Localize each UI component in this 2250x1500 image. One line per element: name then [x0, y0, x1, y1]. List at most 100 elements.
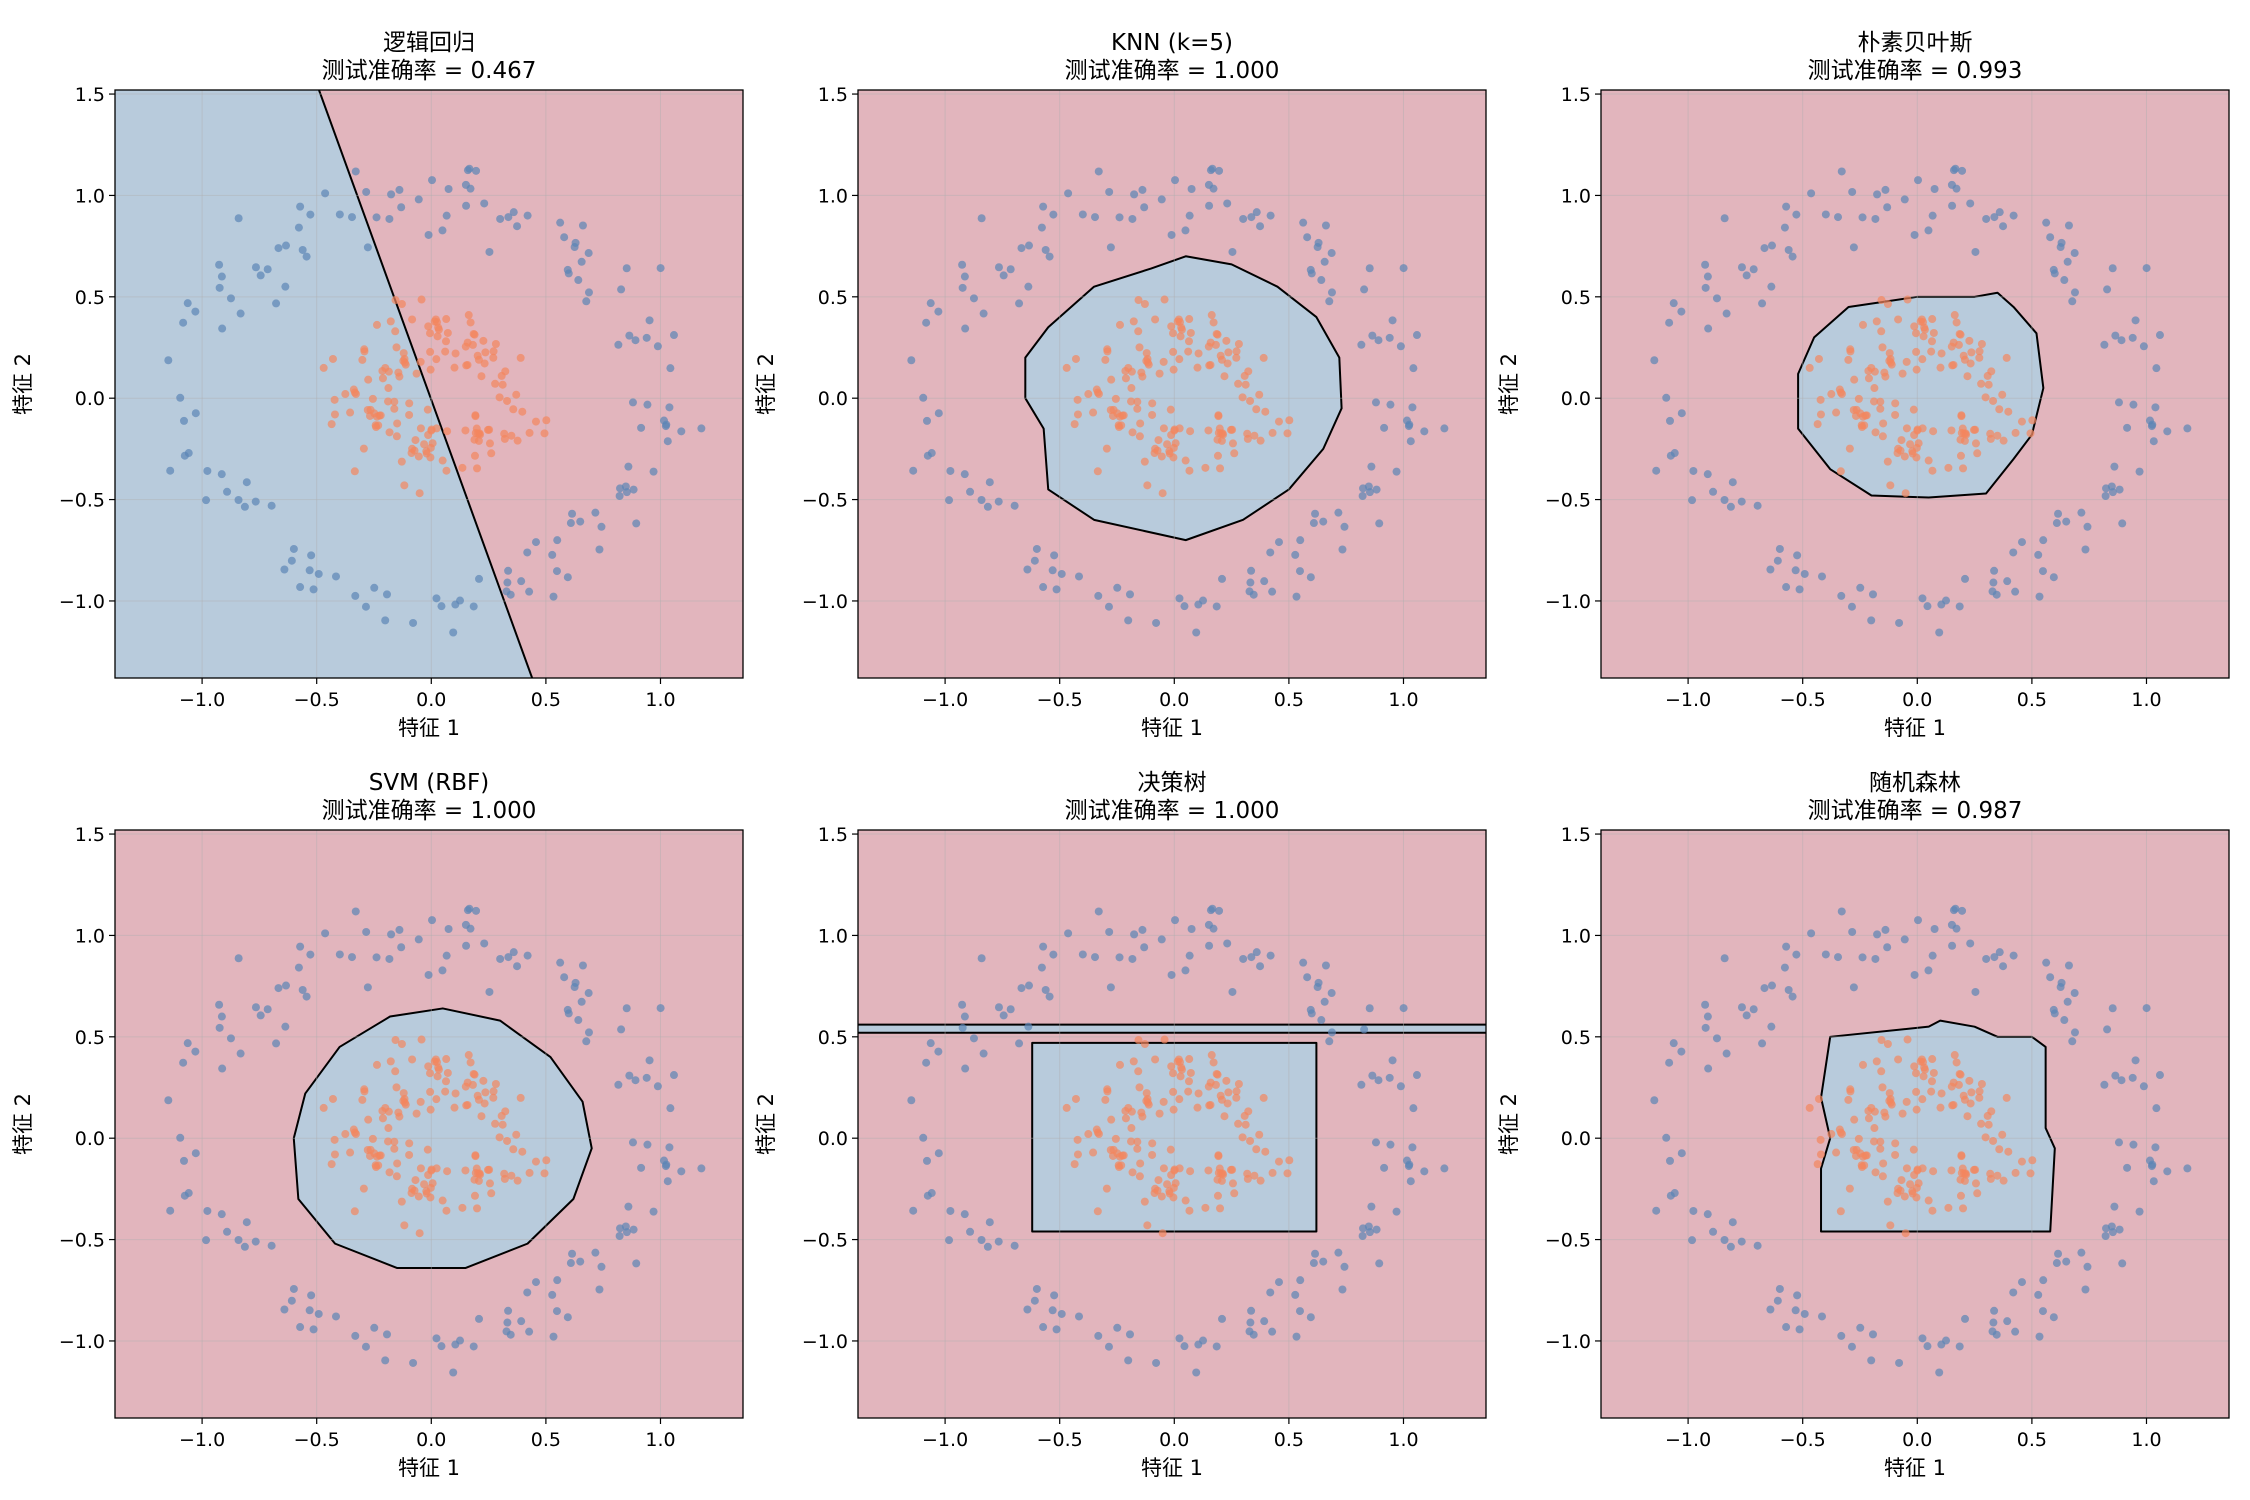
point-inner [1966, 1099, 1975, 1108]
point-outer [2054, 509, 2063, 518]
point-outer [1821, 210, 1830, 219]
point-outer [624, 462, 633, 471]
point-outer [584, 249, 593, 258]
y-tick-label: 1.5 [1561, 84, 1591, 106]
point-inner [1986, 1169, 1995, 1178]
point-outer [1868, 1330, 1877, 1339]
point-inner [540, 429, 549, 438]
point-inner [358, 1095, 367, 1104]
point-outer [1918, 594, 1927, 603]
point-inner [1283, 1169, 1292, 1178]
point-outer [2035, 592, 2044, 601]
point-inner [1958, 424, 1967, 433]
point-outer [1327, 1028, 1336, 1037]
point-outer [485, 247, 494, 256]
point-inner [1252, 1145, 1261, 1154]
point-inner [542, 416, 551, 425]
point-outer [1665, 318, 1674, 327]
point-outer [217, 1012, 226, 1021]
point-outer [242, 478, 251, 487]
point-outer [1359, 1224, 1368, 1233]
point-inner [1973, 1189, 1982, 1198]
point-outer [1951, 164, 1960, 173]
point-outer [1252, 208, 1261, 217]
point-outer [1212, 602, 1221, 611]
point-outer [503, 578, 512, 587]
point-inner [489, 347, 498, 356]
point-inner [1928, 315, 1937, 324]
point-inner [1165, 1189, 1174, 1198]
point-inner [1246, 1136, 1255, 1145]
point-inner [1181, 456, 1190, 465]
point-inner [1255, 1130, 1264, 1139]
point-inner [1999, 1176, 2008, 1185]
point-outer [922, 1058, 931, 1067]
point-inner [525, 428, 534, 437]
point-outer [1247, 213, 1256, 222]
point-inner [1913, 1165, 1922, 1174]
point-inner [1977, 379, 1986, 388]
point-inner [1969, 1165, 1978, 1174]
point-outer [934, 1149, 943, 1158]
point-outer [2034, 1290, 2043, 1299]
point-outer [1942, 596, 1951, 605]
point-inner [1133, 404, 1142, 413]
point-inner [1111, 394, 1120, 403]
point-outer [1849, 983, 1858, 992]
point-outer [2108, 488, 2117, 497]
point-outer [281, 282, 290, 291]
point-outer [1152, 1358, 1161, 1367]
point-outer [256, 271, 265, 280]
point-inner [1927, 1087, 1936, 1096]
point-inner [426, 1069, 435, 1078]
point-inner [450, 363, 459, 372]
point-outer [570, 243, 579, 252]
point-inner [1115, 412, 1124, 421]
y-tick-label: 0.5 [75, 1027, 105, 1049]
point-outer [496, 954, 505, 963]
point-outer [1883, 943, 1892, 952]
point-inner [1169, 1105, 1178, 1114]
point-inner [1142, 349, 1151, 358]
point-outer [1292, 1332, 1301, 1341]
point-inner [422, 449, 431, 458]
point-outer [591, 1248, 600, 1257]
point-outer [480, 939, 489, 948]
y-tick-label: 0.0 [818, 388, 848, 410]
point-outer [1105, 927, 1114, 936]
point-outer [321, 189, 330, 198]
point-outer [1989, 578, 1998, 587]
point-outer [2039, 1276, 2048, 1285]
point-outer [314, 1309, 323, 1318]
point-outer [1966, 939, 1975, 948]
point-inner [1967, 1088, 1976, 1097]
point-outer [348, 213, 357, 222]
point-inner [1209, 1058, 1218, 1067]
point-inner [1832, 1148, 1841, 1157]
point-outer [1399, 264, 1408, 273]
point-inner [485, 439, 494, 448]
point-outer [1157, 195, 1166, 204]
grid [115, 830, 743, 1418]
x-tick-label: −1.0 [179, 689, 225, 711]
point-outer [1930, 925, 1939, 934]
point-inner [1140, 1197, 1149, 1206]
point-outer [1914, 916, 1923, 925]
point-inner [405, 399, 414, 408]
point-outer [1239, 214, 1248, 223]
point-outer [1677, 1149, 1686, 1158]
point-inner [1850, 1115, 1859, 1124]
point-outer [2003, 1317, 2012, 1326]
point-outer [1728, 1218, 1737, 1227]
subplot-1: −1.0 −0.5 0.0 0.5 1.0−1.0−0.50.00.51.01.5逻辑回… [11, 30, 744, 740]
point-outer [1701, 1023, 1710, 1032]
point-inner [1850, 375, 1859, 384]
point-inner [1879, 1159, 1888, 1168]
point-inner [1887, 360, 1896, 369]
point-inner [1148, 399, 1157, 408]
point-inner [1207, 1051, 1216, 1060]
point-inner [491, 1079, 500, 1088]
point-outer [2131, 1056, 2140, 1065]
point-inner [1232, 353, 1241, 362]
point-outer [1064, 929, 1073, 938]
